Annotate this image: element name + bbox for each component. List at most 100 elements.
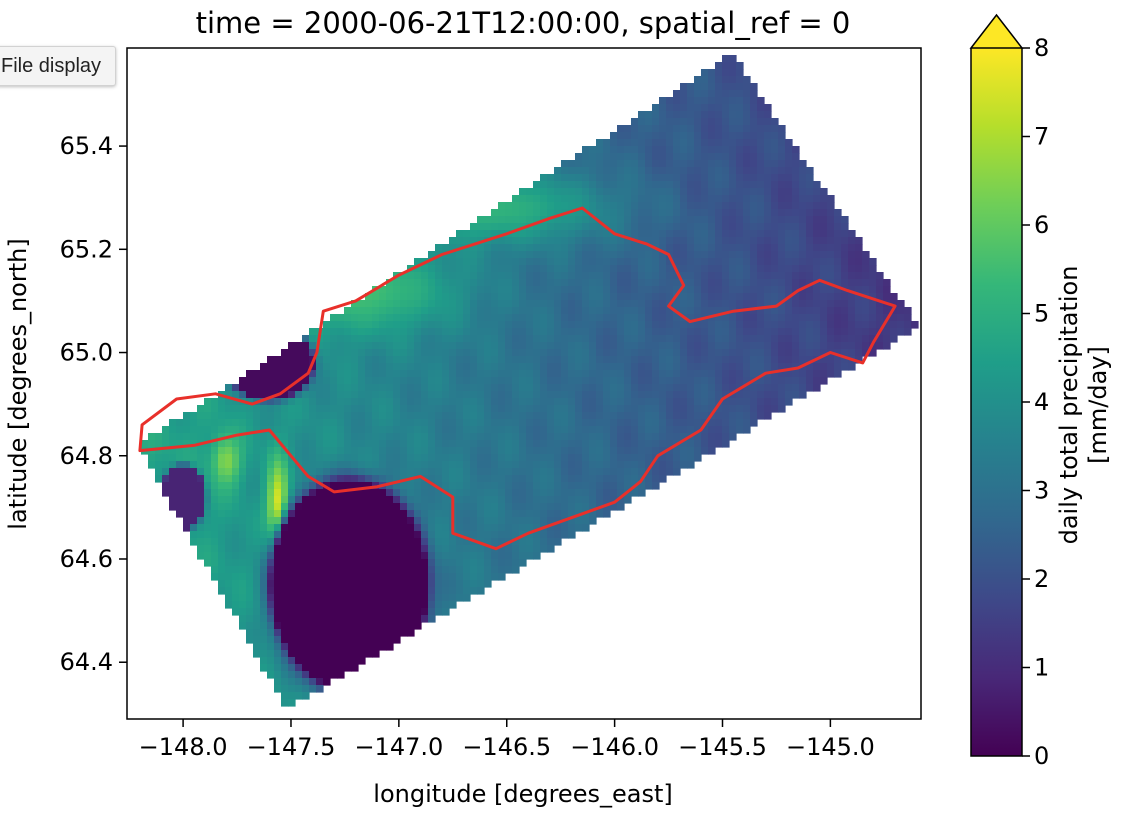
heatmap-cell <box>141 440 149 448</box>
heatmap-cell <box>421 286 429 294</box>
heatmap-cell <box>729 426 737 434</box>
heatmap-cell <box>512 265 520 273</box>
heatmap-cell <box>596 202 604 210</box>
heatmap-cell <box>652 223 660 231</box>
heatmap-cell <box>771 286 779 294</box>
heatmap-cell <box>610 279 618 287</box>
heatmap-cell <box>407 363 415 371</box>
heatmap-cell <box>309 657 317 665</box>
heatmap-cell <box>729 216 737 224</box>
heatmap-cell <box>253 496 261 504</box>
heatmap-cell <box>169 433 177 441</box>
heatmap-cell <box>652 167 660 175</box>
heatmap-cell <box>470 384 478 392</box>
heatmap-cell <box>827 195 835 203</box>
heatmap-cell <box>197 419 205 427</box>
heatmap-cell <box>344 545 352 553</box>
heatmap-cell <box>309 384 317 392</box>
heatmap-cell <box>477 370 485 378</box>
heatmap-cell <box>365 601 373 609</box>
heatmap-cell <box>869 349 877 357</box>
heatmap-cell <box>575 454 583 462</box>
heatmap-cell <box>274 503 282 511</box>
heatmap-cell <box>428 314 436 322</box>
heatmap-cell <box>785 321 793 329</box>
heatmap-cell <box>414 482 422 490</box>
heatmap-cell <box>260 636 268 644</box>
heatmap-cell <box>547 503 555 511</box>
chart-title: time = 2000-06-21T12:00:00, spatial_ref … <box>196 6 851 40</box>
heatmap-cell <box>267 356 275 364</box>
heatmap-cell <box>302 552 310 560</box>
heatmap-cell <box>680 363 688 371</box>
heatmap-cell <box>309 328 317 336</box>
heatmap-cell <box>449 447 457 455</box>
heatmap-cell <box>232 447 240 455</box>
heatmap-cell <box>729 90 737 98</box>
heatmap-cell <box>666 174 674 182</box>
heatmap-cell <box>596 314 604 322</box>
heatmap-cell <box>715 384 723 392</box>
heatmap-cell <box>722 181 730 189</box>
heatmap-cell <box>554 314 562 322</box>
heatmap-cell <box>442 384 450 392</box>
heatmap-cell <box>519 335 527 343</box>
heatmap-cell <box>449 384 457 392</box>
heatmap-cell <box>169 503 177 511</box>
heatmap-cell <box>729 223 737 231</box>
heatmap-cell <box>512 468 520 476</box>
heatmap-cell <box>575 174 583 182</box>
heatmap-cell <box>855 293 863 301</box>
heatmap-cell <box>281 573 289 581</box>
heatmap-cell <box>645 118 653 126</box>
heatmap-cell <box>666 209 674 217</box>
heatmap-cell <box>330 545 338 553</box>
heatmap-cell <box>225 412 233 420</box>
heatmap-cell <box>827 230 835 238</box>
heatmap-cell <box>253 643 261 651</box>
heatmap-cell <box>701 426 709 434</box>
heatmap-cell <box>456 489 464 497</box>
heatmap-cell <box>680 153 688 161</box>
heatmap-cell <box>589 300 597 308</box>
heatmap-cell <box>526 496 534 504</box>
heatmap-cell <box>701 370 709 378</box>
heatmap-cell <box>631 132 639 140</box>
heatmap-cell <box>743 97 751 105</box>
heatmap-cell <box>421 531 429 539</box>
heatmap-cell <box>757 202 765 210</box>
heatmap-cell <box>421 468 429 476</box>
heatmap-cell <box>757 174 765 182</box>
heatmap-cell <box>778 153 786 161</box>
heatmap-cell <box>540 363 548 371</box>
heatmap-cell <box>771 195 779 203</box>
heatmap-cell <box>337 580 345 588</box>
heatmap-cell <box>512 335 520 343</box>
heatmap-cell <box>456 363 464 371</box>
heatmap-cell <box>372 447 380 455</box>
heatmap-cell <box>428 321 436 329</box>
heatmap-cell <box>484 377 492 385</box>
heatmap-cell <box>617 482 625 490</box>
heatmap-cell <box>680 244 688 252</box>
heatmap-cell <box>428 587 436 595</box>
heatmap-cell <box>267 489 275 497</box>
heatmap-cell <box>197 433 205 441</box>
heatmap-cell <box>386 559 394 567</box>
heatmap-cell <box>631 160 639 168</box>
heatmap-cell <box>232 398 240 406</box>
heatmap-cell <box>547 454 555 462</box>
heatmap-cell <box>778 237 786 245</box>
heatmap-cell <box>372 524 380 532</box>
heatmap-cell <box>379 328 387 336</box>
heatmap-cell <box>309 650 317 658</box>
heatmap-cell <box>680 146 688 154</box>
heatmap-cell <box>463 468 471 476</box>
heatmap-cell <box>253 559 261 567</box>
heatmap-cell <box>526 314 534 322</box>
heatmap-cell <box>309 643 317 651</box>
heatmap-cell <box>841 293 849 301</box>
heatmap-cell <box>344 335 352 343</box>
heatmap-cell <box>596 482 604 490</box>
heatmap-cell <box>505 286 513 294</box>
